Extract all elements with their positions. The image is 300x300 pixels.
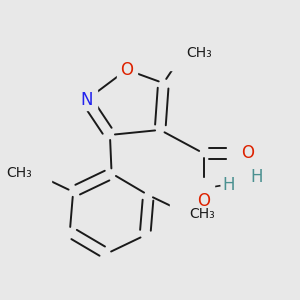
Text: CH₃: CH₃: [6, 167, 32, 180]
Text: H: H: [222, 176, 235, 194]
Text: CH₃: CH₃: [186, 46, 212, 60]
Text: O: O: [197, 192, 210, 210]
Bar: [170, 197, 204, 230]
Text: N: N: [80, 91, 93, 109]
Bar: [167, 36, 200, 70]
Text: CH₃: CH₃: [190, 206, 215, 220]
Text: H: H: [250, 168, 263, 186]
Bar: [194, 178, 214, 199]
Text: O: O: [241, 144, 254, 162]
Bar: [76, 90, 97, 110]
Bar: [242, 168, 259, 185]
Text: O: O: [120, 61, 133, 79]
Bar: [117, 60, 137, 80]
Bar: [18, 157, 51, 190]
Bar: [227, 143, 247, 164]
